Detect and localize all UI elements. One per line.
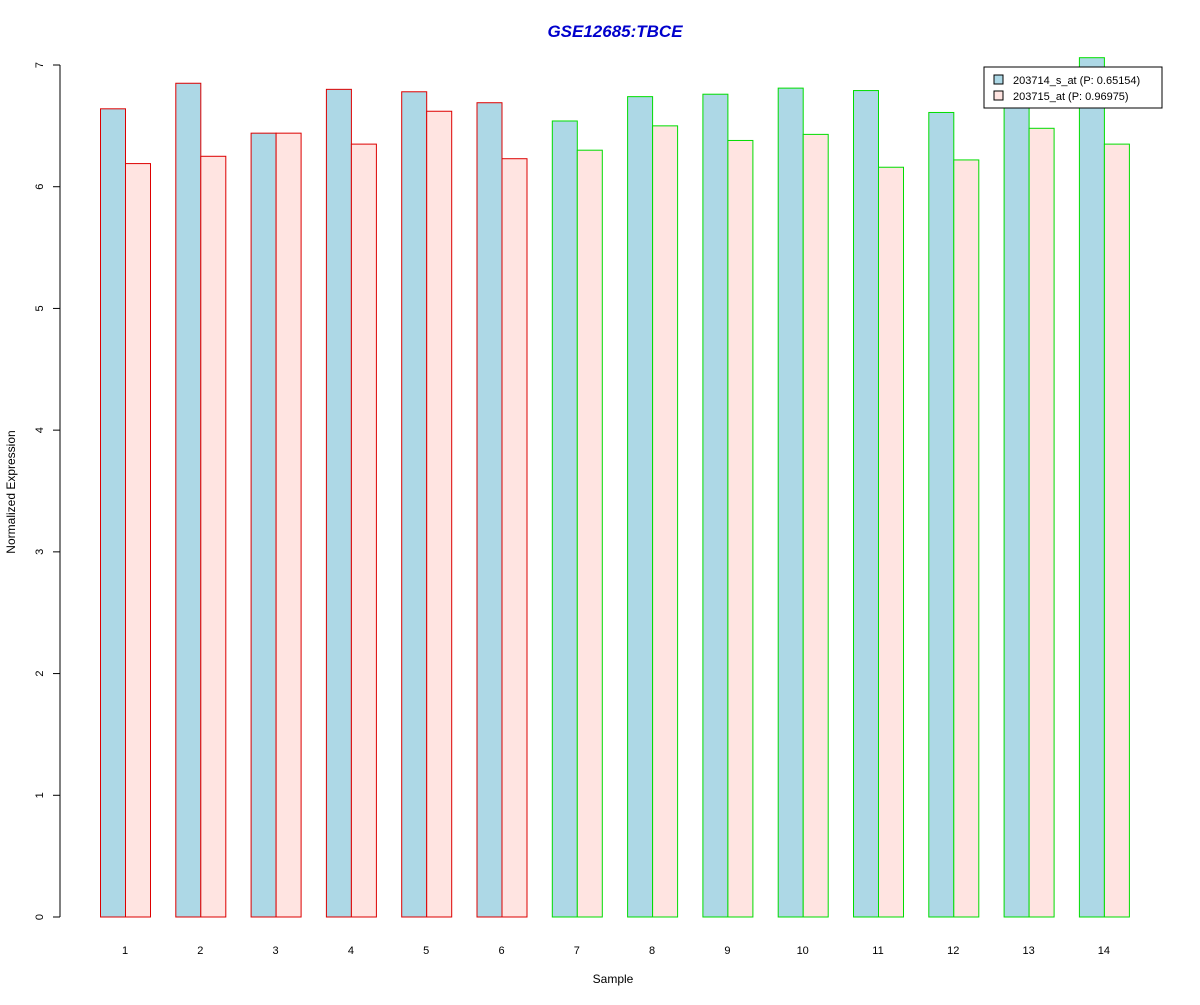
x-tick-label: 5 (423, 945, 429, 957)
x-tick-label: 4 (348, 945, 354, 957)
bar-sample-11-series-2 (878, 166, 904, 918)
x-tick-label: 3 (273, 945, 279, 957)
x-axis: 1 2 3 4 5 6 7 8 9 10 11 12 13 14 (122, 945, 1110, 957)
bar-sample-9-series-1 (702, 93, 729, 918)
x-tick-label: 1 (122, 945, 128, 957)
chart-title: GSE12685:TBCE (547, 22, 683, 41)
bar-sample-2-series-1 (175, 82, 202, 918)
bar-sample-14-series-2 (1103, 143, 1130, 918)
bar-sample-4-series-2 (350, 143, 377, 918)
legend-box (983, 66, 1163, 109)
legend-swatch-series-1 (993, 74, 1004, 85)
legend-label-series-2: 203715_at (P: 0.96975) (1013, 91, 1129, 103)
bar-sample-3-series-2 (275, 132, 302, 918)
bar-sample-10-series-2 (802, 133, 829, 918)
x-tick-label: 8 (649, 945, 655, 957)
bar-sample-7-series-1 (551, 120, 578, 918)
x-tick-label: 2 (197, 945, 203, 957)
y-tick-label: 7 (34, 62, 46, 68)
y-tick-label: 5 (34, 305, 46, 311)
y-axis-label: Normalized Expression (4, 430, 18, 553)
bar-sample-8-series-1 (627, 96, 654, 918)
y-tick-label: 4 (34, 427, 46, 433)
x-axis-label: Sample (593, 972, 634, 986)
x-tick-label: 6 (498, 945, 504, 957)
bar-sample-12-series-2 (953, 159, 980, 918)
y-tick-label: 0 (34, 914, 46, 920)
y-tick-label: 1 (34, 792, 46, 798)
y-axis: 0 1 2 3 4 5 6 7 (34, 62, 61, 920)
y-tick-label: 6 (34, 184, 46, 190)
bar-sample-6-series-2 (501, 158, 528, 918)
bar-sample-14-series-1 (1078, 57, 1105, 918)
bar-sample-5-series-1 (401, 91, 428, 918)
x-tick-label: 7 (574, 945, 580, 957)
bar-sample-13-series-2 (1028, 127, 1055, 918)
bar-sample-6-series-1 (476, 102, 503, 918)
bars-group (100, 57, 1130, 918)
bar-sample-5-series-2 (426, 110, 453, 918)
legend-swatch-series-2 (993, 90, 1004, 101)
x-tick-label: 12 (947, 945, 959, 957)
bar-sample-4-series-1 (325, 88, 352, 918)
x-tick-label: 11 (872, 945, 883, 957)
bar-sample-10-series-1 (777, 87, 804, 918)
bar-sample-9-series-2 (727, 139, 754, 918)
bar-sample-1-series-2 (125, 163, 151, 918)
bar-sample-12-series-1 (928, 111, 955, 918)
bar-sample-7-series-2 (576, 149, 603, 918)
bar-sample-13-series-1 (1003, 88, 1030, 918)
x-tick-label: 14 (1098, 945, 1110, 957)
bar-sample-8-series-2 (652, 125, 679, 918)
legend: 203714_s_at (P: 0.65154) 203715_at (P: 0… (983, 66, 1163, 109)
bar-sample-3-series-1 (250, 132, 277, 918)
bar-sample-11-series-1 (853, 90, 879, 918)
legend-label-series-1: 203714_s_at (P: 0.65154) (1013, 75, 1140, 87)
x-tick-label: 13 (1022, 945, 1034, 957)
x-tick-label: 9 (724, 945, 730, 957)
bar-sample-2-series-2 (200, 155, 227, 918)
x-tick-label: 10 (797, 945, 809, 957)
y-tick-label: 3 (34, 549, 46, 555)
y-tick-label: 2 (34, 671, 46, 677)
bar-sample-1-series-1 (100, 108, 126, 918)
